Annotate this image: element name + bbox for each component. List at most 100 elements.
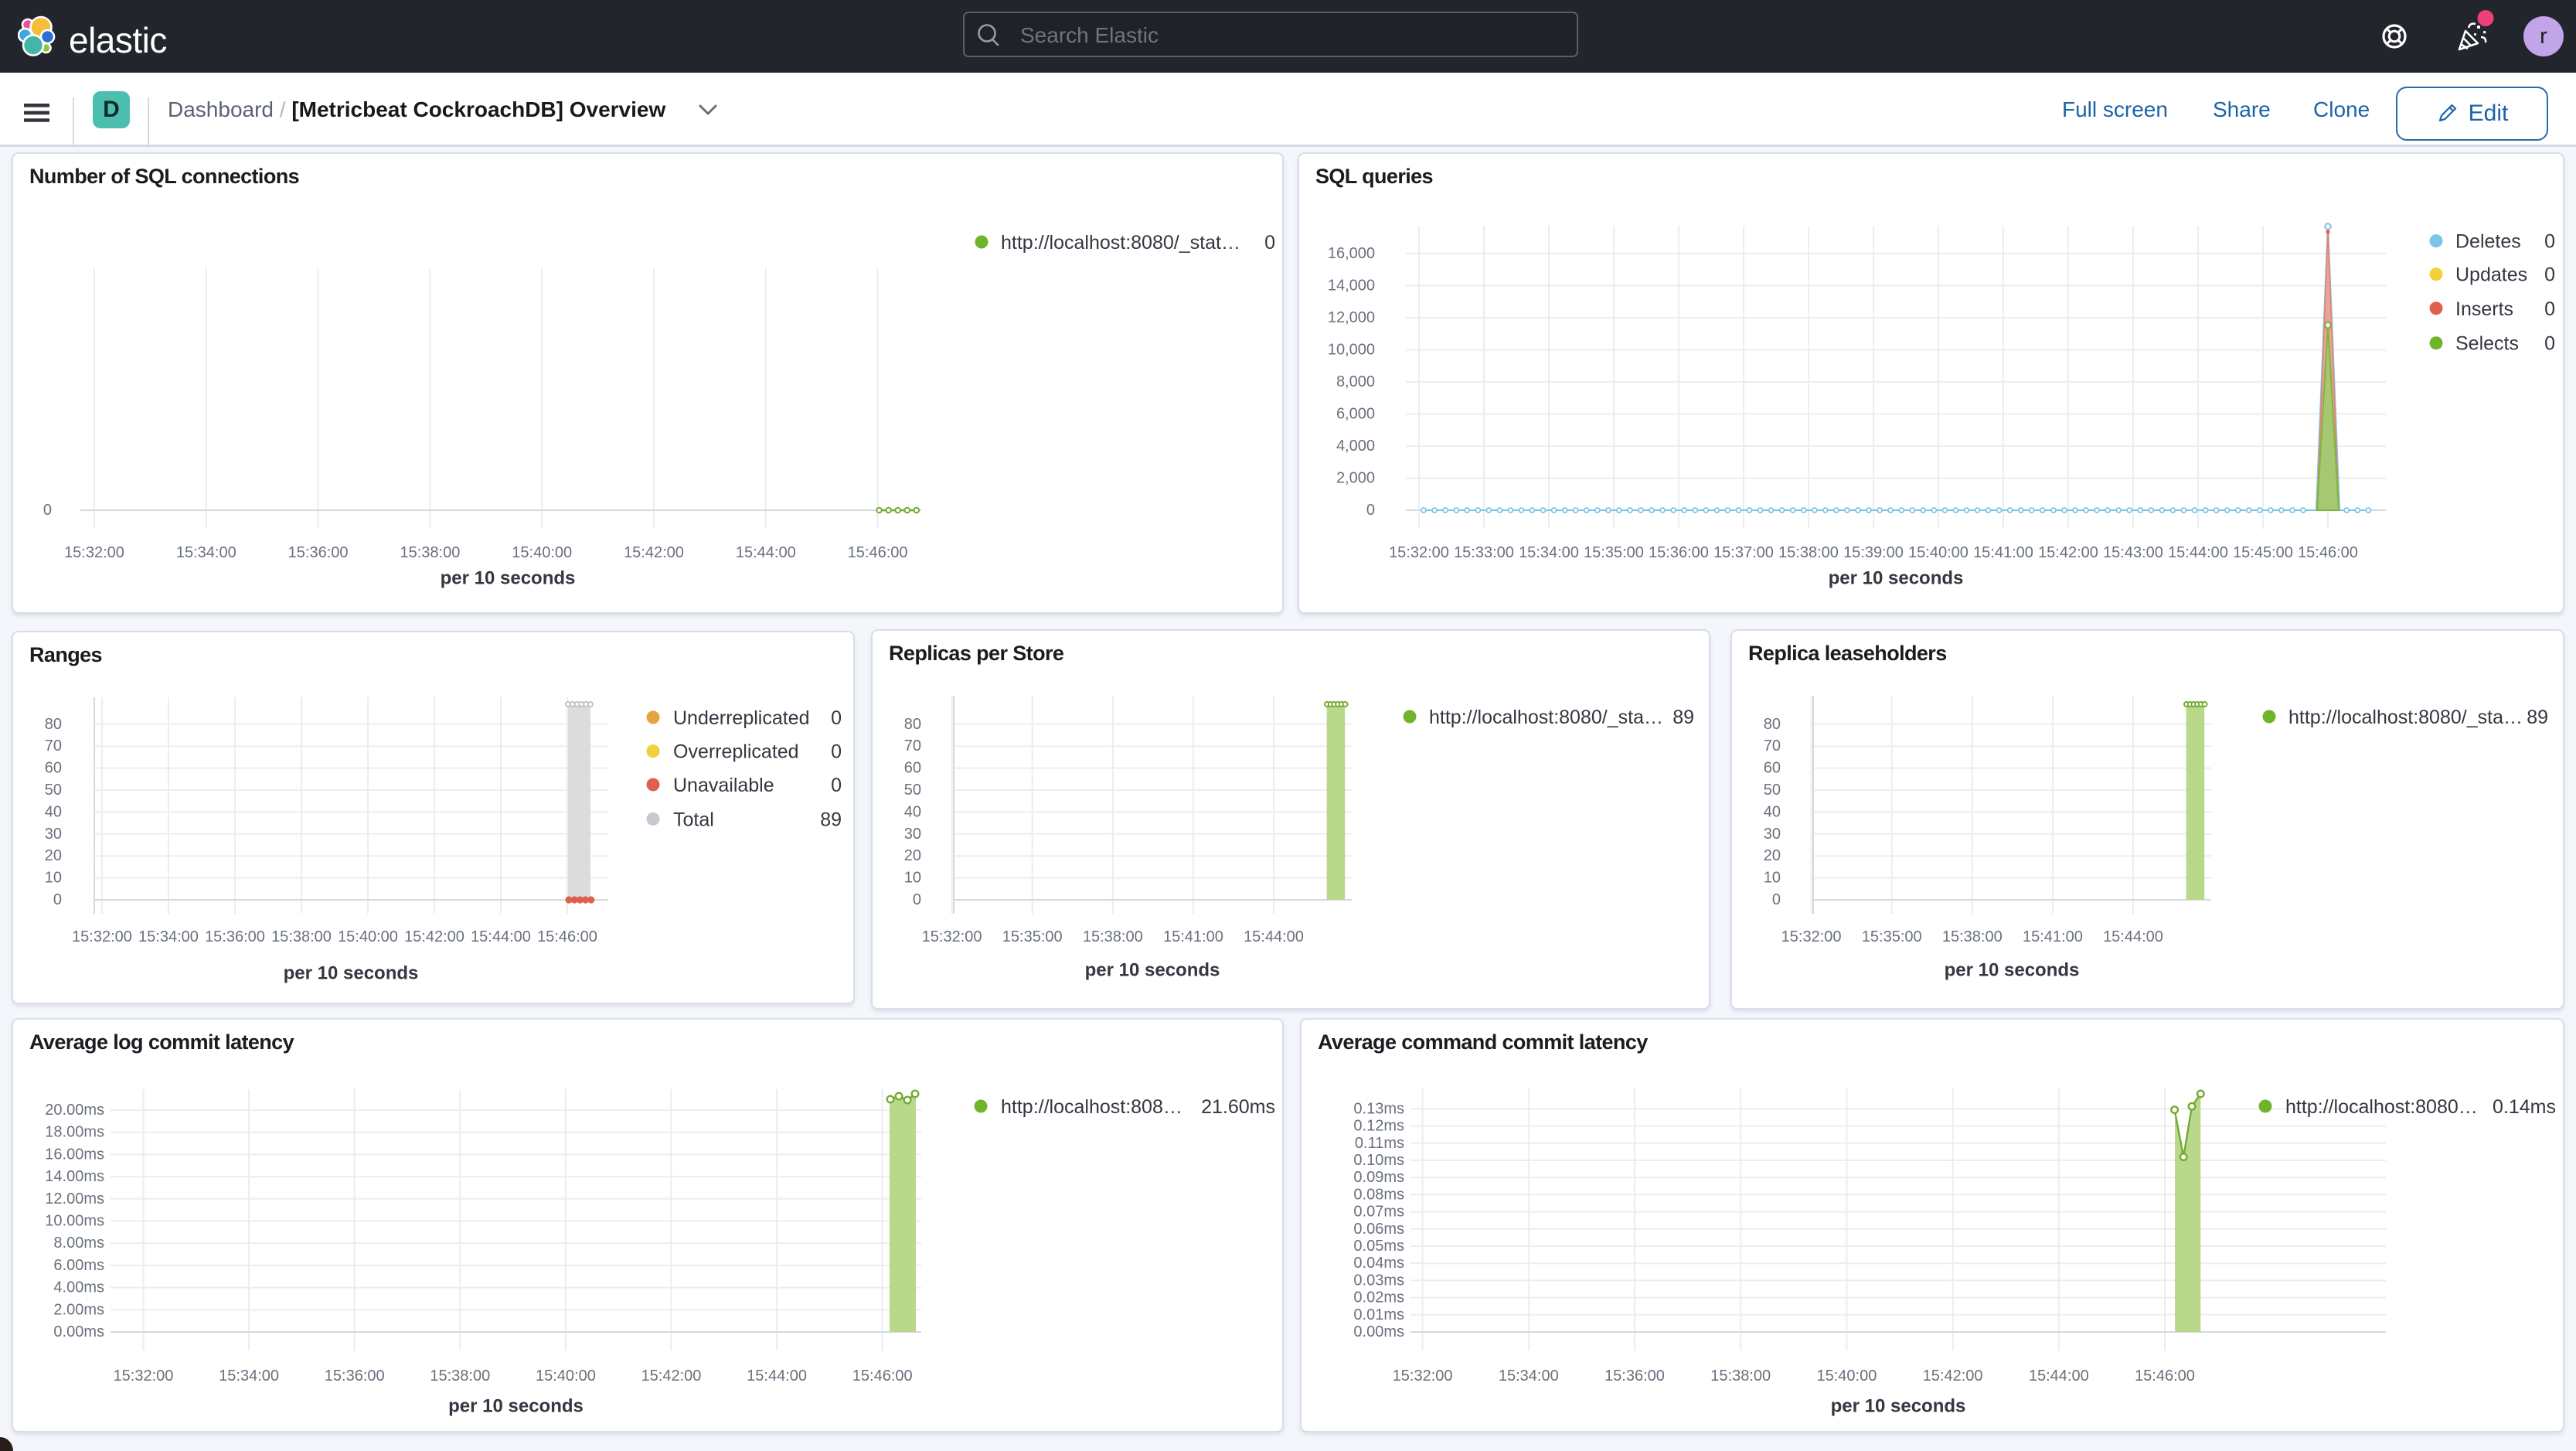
svg-text:0.05ms: 0.05ms: [1353, 1238, 1404, 1255]
svg-text:0.03ms: 0.03ms: [1353, 1272, 1404, 1289]
svg-text:15:42:00: 15:42:00: [2038, 544, 2098, 561]
svg-text:Updates: Updates: [2455, 264, 2527, 286]
svg-text:15:42:00: 15:42:00: [624, 544, 684, 561]
svg-text:30: 30: [1764, 826, 1781, 843]
svg-text:0: 0: [2544, 264, 2555, 286]
svg-text:70: 70: [904, 737, 921, 754]
svg-text:15:44:00: 15:44:00: [2029, 1368, 2089, 1385]
svg-text:50: 50: [45, 782, 62, 799]
svg-text:0.11ms: 0.11ms: [1355, 1135, 1404, 1152]
svg-text:70: 70: [45, 737, 62, 754]
svg-text:15:42:00: 15:42:00: [1923, 1368, 1983, 1385]
svg-text:0.13ms: 0.13ms: [1353, 1100, 1404, 1117]
svg-text:0: 0: [43, 502, 52, 519]
svg-text:15:41:00: 15:41:00: [1973, 544, 2033, 561]
svg-text:14.00ms: 14.00ms: [45, 1168, 104, 1185]
svg-text:15:38:00: 15:38:00: [1778, 544, 1839, 561]
svg-text:15:46:00: 15:46:00: [848, 544, 908, 561]
svg-text:10: 10: [45, 870, 62, 887]
svg-text:21.60ms: 21.60ms: [1201, 1096, 1275, 1118]
svg-text:Overreplicated: Overreplicated: [673, 741, 799, 763]
svg-text:0: 0: [53, 891, 62, 908]
svg-text:15:40:00: 15:40:00: [1816, 1368, 1877, 1385]
svg-text:http://localhost:8080/_sta…: http://localhost:8080/_sta…: [2288, 707, 2523, 728]
svg-text:15:35:00: 15:35:00: [1862, 928, 1922, 945]
svg-text:15:42:00: 15:42:00: [641, 1368, 702, 1385]
svg-text:15:36:00: 15:36:00: [1649, 544, 1709, 561]
svg-text:60: 60: [1764, 760, 1781, 777]
svg-text:16.00ms: 16.00ms: [45, 1146, 104, 1163]
svg-text:2,000: 2,000: [1336, 470, 1375, 487]
svg-text:89: 89: [1673, 707, 1694, 728]
svg-text:15:40:00: 15:40:00: [1908, 544, 1969, 561]
svg-text:15:34:00: 15:34:00: [219, 1368, 279, 1385]
svg-text:0: 0: [831, 775, 842, 796]
svg-text:Total: Total: [673, 809, 714, 830]
svg-text:15:32:00: 15:32:00: [922, 928, 982, 945]
svg-text:0: 0: [1366, 502, 1375, 519]
svg-text:80: 80: [904, 716, 921, 733]
svg-text:12.00ms: 12.00ms: [45, 1190, 104, 1207]
svg-text:0: 0: [831, 707, 842, 729]
svg-text:15:36:00: 15:36:00: [325, 1368, 385, 1385]
svg-text:15:43:00: 15:43:00: [2103, 544, 2163, 561]
svg-text:15:44:00: 15:44:00: [2103, 928, 2163, 945]
svg-text:40: 40: [904, 803, 921, 820]
svg-text:15:32:00: 15:32:00: [114, 1368, 174, 1385]
svg-text:50: 50: [1764, 782, 1781, 799]
svg-text:40: 40: [1764, 803, 1781, 820]
svg-text:20: 20: [904, 847, 921, 864]
svg-text:10.00ms: 10.00ms: [45, 1213, 104, 1230]
svg-text:15:44:00: 15:44:00: [2168, 544, 2228, 561]
svg-text:15:46:00: 15:46:00: [2135, 1368, 2195, 1385]
svg-text:15:38:00: 15:38:00: [1710, 1368, 1771, 1385]
svg-text:15:46:00: 15:46:00: [2298, 544, 2358, 561]
svg-text:70: 70: [1764, 737, 1781, 754]
svg-text:0: 0: [1772, 891, 1781, 908]
svg-text:0.06ms: 0.06ms: [1353, 1221, 1404, 1238]
svg-text:4,000: 4,000: [1336, 438, 1375, 455]
svg-text:http://localhost:8080/_sta…: http://localhost:8080/_sta…: [1429, 707, 1663, 728]
svg-text:2.00ms: 2.00ms: [53, 1301, 104, 1318]
svg-text:per 10 seconds: per 10 seconds: [448, 1396, 584, 1417]
svg-text:http://localhost:808…: http://localhost:808…: [1001, 1096, 1183, 1118]
svg-text:15:36:00: 15:36:00: [205, 928, 265, 945]
svg-text:15:37:00: 15:37:00: [1713, 544, 1774, 561]
svg-text:30: 30: [45, 826, 62, 843]
svg-text:15:40:00: 15:40:00: [338, 928, 398, 945]
svg-text:15:36:00: 15:36:00: [1604, 1368, 1665, 1385]
svg-text:Underreplicated: Underreplicated: [673, 707, 810, 729]
svg-text:Deletes: Deletes: [2455, 231, 2521, 253]
svg-text:18.00ms: 18.00ms: [45, 1124, 104, 1141]
svg-text:15:33:00: 15:33:00: [1454, 544, 1514, 561]
svg-text:15:35:00: 15:35:00: [1002, 928, 1063, 945]
svg-text:0: 0: [2544, 298, 2555, 320]
svg-text:6.00ms: 6.00ms: [53, 1257, 104, 1274]
svg-text:15:38:00: 15:38:00: [1083, 928, 1143, 945]
svg-text:per 10 seconds: per 10 seconds: [1829, 568, 1964, 589]
svg-text:0.14ms: 0.14ms: [2493, 1096, 2556, 1118]
svg-text:8,000: 8,000: [1336, 373, 1375, 390]
svg-text:15:40:00: 15:40:00: [512, 544, 572, 561]
svg-text:60: 60: [904, 760, 921, 777]
svg-text:15:44:00: 15:44:00: [747, 1368, 807, 1385]
svg-text:Inserts: Inserts: [2455, 298, 2513, 320]
svg-text:0: 0: [831, 741, 842, 763]
svg-text:15:46:00: 15:46:00: [852, 1368, 913, 1385]
svg-text:14,000: 14,000: [1328, 278, 1375, 295]
svg-text:15:34:00: 15:34:00: [1519, 544, 1579, 561]
svg-text:20: 20: [45, 847, 62, 864]
svg-text:89: 89: [2527, 707, 2548, 728]
svg-text:0.10ms: 0.10ms: [1353, 1152, 1404, 1169]
svg-text:http://localhost:8080/_stat…: http://localhost:8080/_stat…: [1001, 232, 1240, 254]
svg-text:15:41:00: 15:41:00: [1163, 928, 1223, 945]
svg-text:15:44:00: 15:44:00: [736, 544, 796, 561]
svg-text:40: 40: [45, 803, 62, 820]
svg-text:15:32:00: 15:32:00: [1781, 928, 1842, 945]
svg-text:15:46:00: 15:46:00: [537, 928, 597, 945]
svg-text:0.02ms: 0.02ms: [1353, 1289, 1404, 1306]
svg-text:10: 10: [904, 870, 921, 887]
svg-text:0.08ms: 0.08ms: [1353, 1186, 1404, 1203]
svg-text:15:41:00: 15:41:00: [2023, 928, 2083, 945]
svg-text:15:32:00: 15:32:00: [72, 928, 132, 945]
